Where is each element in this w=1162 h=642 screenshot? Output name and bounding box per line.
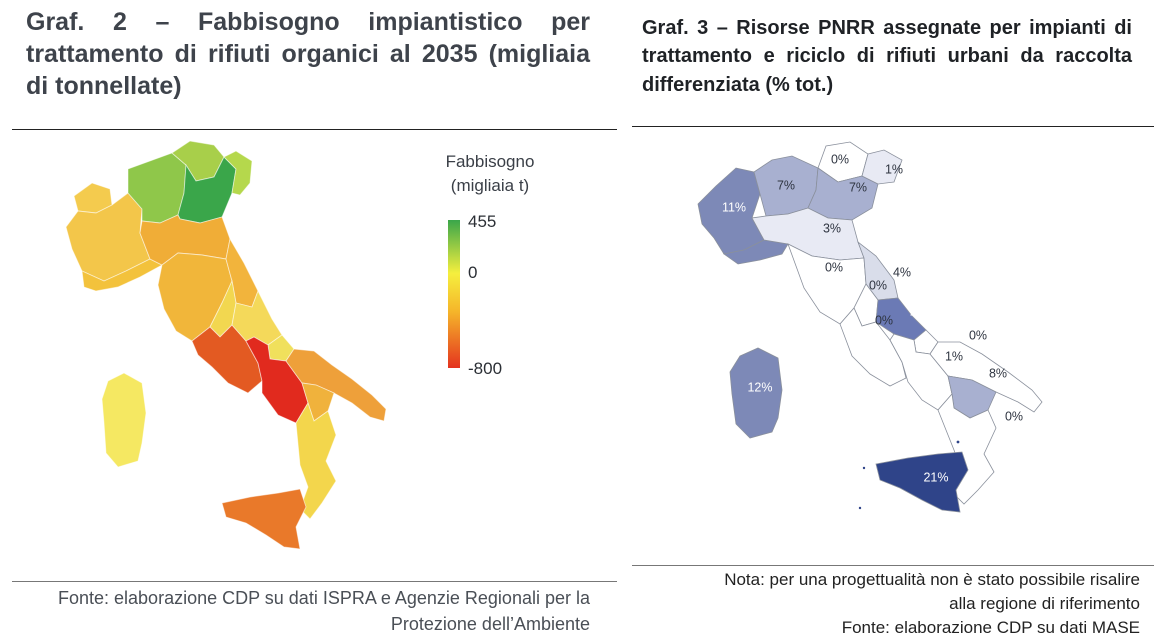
label-campania: 1%: [945, 349, 963, 363]
region-sardegna: [101, 372, 147, 468]
map-title-right: Graf. 3 – Risorse PNRR assegnate per imp…: [642, 17, 1132, 96]
label-trentino: 0%: [831, 152, 849, 166]
region-friuli: [861, 149, 903, 185]
legend-tick-mid: 0: [468, 263, 477, 282]
label-lombardia: 7%: [777, 178, 795, 192]
legend-title-line1: Fabbisogno: [446, 152, 535, 171]
label-friuli: 1%: [885, 162, 903, 176]
label-basilicata: 8%: [989, 366, 1007, 380]
divider-left-bottom: [12, 581, 617, 582]
label-toscana: 0%: [825, 260, 843, 274]
region-sicilia: [875, 451, 969, 513]
italy-regions-right: [697, 141, 1043, 513]
divider-right-top: [632, 126, 1154, 127]
region-veneto: [177, 156, 237, 224]
region-veneto: [807, 167, 879, 221]
region-sardegna: [729, 347, 783, 439]
legend-tick-high: 455: [468, 212, 496, 231]
legend-colorbar: [448, 220, 460, 368]
label-abruzzo: 14%: [909, 304, 934, 318]
legend-title-line2: (migliaia t): [451, 176, 529, 195]
region-calabria: [295, 401, 337, 520]
region-liguria: [81, 258, 163, 292]
region-sicilia: [221, 488, 307, 550]
notes-right: Nota: per una progettualità non è stato …: [640, 568, 1140, 640]
divider-left-top: [12, 129, 617, 130]
label-emilia-romagna: 3%: [823, 221, 841, 235]
note-line-2: alla regione di riferimento: [949, 594, 1140, 614]
label-puglia: 0%: [969, 328, 987, 342]
region-percent-labels: 0% 1% 7% 7% 11% 3% 0% 4% 0% 14% 0% 0% 1%…: [722, 152, 1023, 484]
region-friuli: [223, 150, 253, 196]
legend-tick-low: -800: [468, 359, 502, 378]
region-liguria: [723, 239, 789, 265]
label-sicilia: 21%: [923, 470, 948, 484]
island-dot: [858, 506, 862, 510]
italy-regions-left: [65, 140, 387, 550]
label-calabria: 0%: [1005, 409, 1023, 423]
choropleth-map-fabbisogno: Fabbisogno (migliaia t) 455 0 -800: [65, 140, 535, 550]
label-veneto: 7%: [849, 180, 867, 194]
label-umbria: 0%: [869, 278, 887, 292]
label-piemonte: 11%: [722, 200, 746, 214]
legend-fabbisogno: Fabbisogno (migliaia t) 455 0 -800: [446, 152, 535, 378]
choropleth-map-pnrr: 0% 1% 7% 7% 11% 3% 0% 4% 0% 14% 0% 0% 1%…: [697, 141, 1043, 513]
island-dot: [956, 440, 960, 444]
label-marche: 4%: [893, 265, 911, 279]
note-line-1: Nota: per una progettualità non è stato …: [724, 570, 1140, 589]
label-lazio: 0%: [875, 313, 893, 327]
island-dot: [862, 466, 866, 470]
divider-right-bottom: [632, 565, 1154, 566]
map-title-left: Graf. 2 – Fabbisogno impiantistico per t…: [26, 8, 590, 100]
source-note-right: Fonte: elaborazione CDP su dati MASE: [841, 618, 1140, 638]
source-note-left: Fonte: elaborazione CDP su dati ISPRA e …: [58, 588, 590, 635]
label-sardegna: 12%: [747, 380, 772, 394]
